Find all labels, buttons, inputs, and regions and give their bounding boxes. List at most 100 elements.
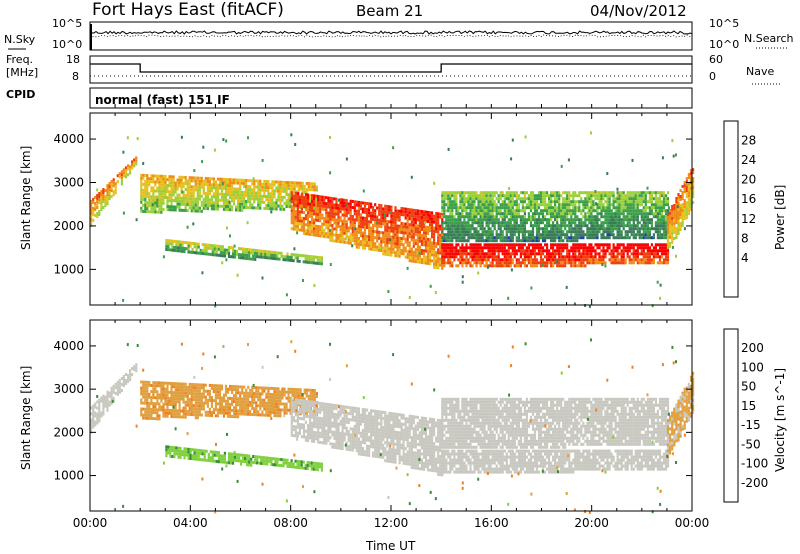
power-scatter <box>192 222 195 226</box>
power-cell <box>580 209 583 213</box>
power-cell <box>511 227 514 231</box>
power-cell <box>648 258 651 262</box>
power-cell <box>628 224 631 228</box>
power-cell <box>208 189 211 193</box>
power-cell <box>410 250 413 254</box>
power-cell <box>202 182 205 186</box>
power-cell <box>519 191 522 195</box>
power-cell <box>616 227 619 231</box>
power-cell <box>410 259 413 263</box>
power-cell <box>503 227 506 231</box>
power-cell <box>662 191 666 195</box>
power-cell <box>370 235 373 239</box>
power-cell <box>503 252 506 256</box>
power-cell <box>370 232 373 236</box>
power-cell <box>578 218 581 222</box>
power-cell <box>487 252 490 256</box>
power-cell <box>192 209 195 213</box>
power-cell <box>642 191 645 195</box>
power-cell <box>600 191 603 195</box>
power-cell <box>630 200 633 204</box>
power-cell <box>507 218 510 222</box>
power-cell <box>616 218 619 222</box>
power-cell <box>457 206 460 210</box>
power-cell <box>200 179 203 183</box>
power-cell <box>443 255 446 259</box>
power-cell <box>390 253 393 257</box>
power-scatter <box>511 138 514 142</box>
power-cell <box>445 239 448 243</box>
power-cell <box>374 212 377 216</box>
power-cell <box>558 246 561 250</box>
power-cell <box>204 183 207 186</box>
power-cell <box>497 200 500 204</box>
power-cell <box>441 221 444 225</box>
power-cell <box>687 191 690 195</box>
power-cell <box>294 253 297 257</box>
power-cell <box>272 253 275 257</box>
power-scatter <box>351 244 354 248</box>
power-cell <box>260 255 263 259</box>
power-cell <box>224 196 228 199</box>
power-cell <box>628 218 631 222</box>
power-cell <box>658 246 662 250</box>
power-cell <box>281 204 284 208</box>
power-cell <box>437 266 440 270</box>
power-cell <box>269 186 272 190</box>
power-cell <box>521 246 524 250</box>
power-cell <box>685 189 688 193</box>
power-cell <box>515 218 518 222</box>
power-cell <box>363 225 367 229</box>
velocity-cell <box>108 394 111 398</box>
power-cell <box>184 209 187 212</box>
power-cell <box>188 188 191 192</box>
power-cell <box>618 209 621 213</box>
power-cell <box>410 208 413 212</box>
power-cell <box>349 205 352 209</box>
power-cell <box>254 248 257 252</box>
power-cell <box>437 233 440 237</box>
power-cell <box>596 209 599 213</box>
power-cell <box>479 197 482 201</box>
power-cell <box>662 200 666 204</box>
power-cell <box>167 245 170 249</box>
power-cell <box>650 203 653 207</box>
power-cell <box>188 191 191 195</box>
power-cell <box>368 208 371 212</box>
power-cell <box>223 248 226 252</box>
power-cell <box>469 212 472 216</box>
power-cell <box>90 217 93 221</box>
power-cell <box>406 234 409 238</box>
power-cell <box>361 216 364 220</box>
power-cell <box>266 250 269 254</box>
power-cell <box>414 257 417 261</box>
power-cell <box>172 208 175 212</box>
power-cell <box>351 206 354 209</box>
power-cell <box>681 203 684 206</box>
power-cell <box>654 200 657 204</box>
power-cell <box>654 206 657 210</box>
power-cell <box>211 253 214 257</box>
power-cell <box>519 264 522 268</box>
power-cell <box>594 194 597 198</box>
power-cell <box>574 218 577 222</box>
power-cell <box>453 230 456 234</box>
power-cell <box>443 246 446 250</box>
power-scatter <box>667 206 670 210</box>
power-cell <box>552 200 555 204</box>
power-cell <box>453 255 456 259</box>
power-cell <box>212 177 215 181</box>
power-cell <box>594 243 597 247</box>
power-cell <box>418 215 421 219</box>
nsky-label: N.Sky <box>4 33 36 46</box>
power-cell <box>596 206 599 210</box>
power-cell <box>222 186 226 190</box>
power-cell <box>249 185 252 189</box>
power-cell <box>572 249 575 253</box>
power-cell <box>429 256 432 260</box>
power-cell <box>465 264 468 268</box>
power-cell <box>229 196 232 200</box>
power-cell <box>463 239 466 243</box>
power-cell <box>304 205 308 209</box>
power-cell <box>294 224 297 228</box>
